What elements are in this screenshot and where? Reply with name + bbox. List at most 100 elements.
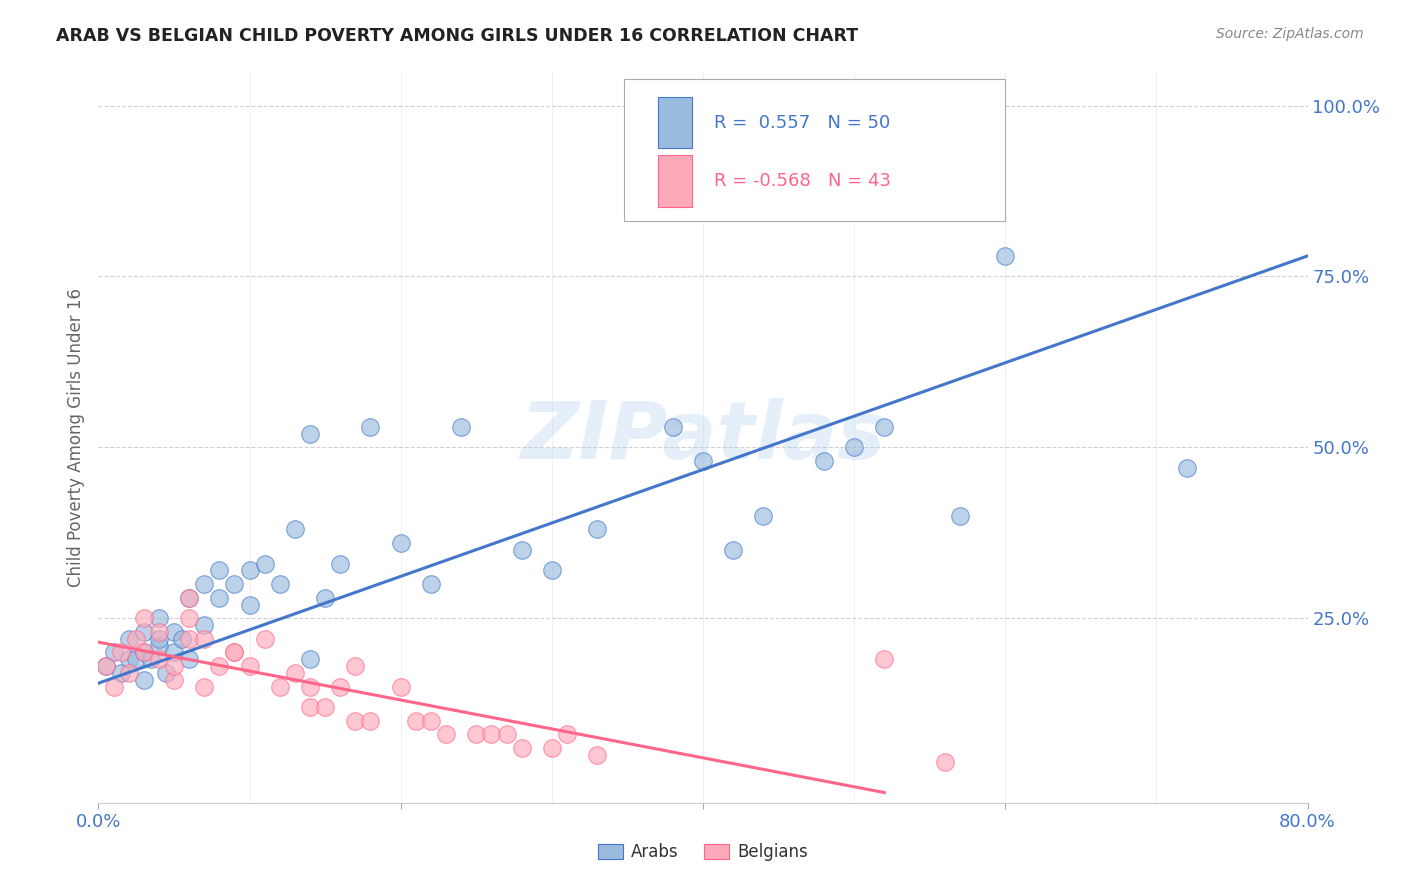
Point xyxy=(269,577,291,591)
Point xyxy=(118,665,141,680)
Point xyxy=(208,591,231,605)
Point xyxy=(253,632,276,646)
Point xyxy=(586,522,609,536)
Legend: Arabs, Belgians: Arabs, Belgians xyxy=(592,837,814,868)
Point xyxy=(103,645,125,659)
Point xyxy=(94,659,117,673)
Point xyxy=(118,632,141,646)
Point xyxy=(389,680,412,694)
Point xyxy=(132,611,155,625)
Point xyxy=(873,420,896,434)
Point xyxy=(132,624,155,639)
Point xyxy=(253,557,276,571)
Point xyxy=(224,577,246,591)
Point xyxy=(239,563,262,577)
Point xyxy=(344,659,367,673)
Point xyxy=(344,714,367,728)
Point xyxy=(360,420,382,434)
Text: Source: ZipAtlas.com: Source: ZipAtlas.com xyxy=(1216,27,1364,41)
Point xyxy=(299,426,322,441)
Point xyxy=(994,249,1017,263)
Point xyxy=(299,680,322,694)
Text: R =  0.557   N = 50: R = 0.557 N = 50 xyxy=(714,113,890,131)
Point xyxy=(148,632,170,646)
Point xyxy=(360,714,382,728)
Point xyxy=(179,632,201,646)
Point xyxy=(510,542,533,557)
Point xyxy=(132,673,155,687)
Y-axis label: Child Poverty Among Girls Under 16: Child Poverty Among Girls Under 16 xyxy=(66,287,84,587)
Point xyxy=(752,508,775,523)
Point xyxy=(208,659,231,673)
Point xyxy=(179,611,201,625)
Point xyxy=(314,591,336,605)
Point xyxy=(405,714,427,728)
Point xyxy=(148,611,170,625)
Point xyxy=(118,652,141,666)
Point xyxy=(329,557,352,571)
Text: ZIPatlas: ZIPatlas xyxy=(520,398,886,476)
Point xyxy=(239,598,262,612)
Point xyxy=(934,755,956,769)
Point xyxy=(723,542,745,557)
Text: R = -0.568   N = 43: R = -0.568 N = 43 xyxy=(714,172,891,190)
Point xyxy=(163,659,186,673)
Point xyxy=(224,645,246,659)
Point xyxy=(284,522,307,536)
Point xyxy=(170,632,193,646)
Text: ARAB VS BELGIAN CHILD POVERTY AMONG GIRLS UNDER 16 CORRELATION CHART: ARAB VS BELGIAN CHILD POVERTY AMONG GIRL… xyxy=(56,27,859,45)
Point xyxy=(450,420,472,434)
Point xyxy=(179,591,201,605)
Point xyxy=(125,632,148,646)
Point xyxy=(163,624,186,639)
Point xyxy=(813,454,835,468)
Point xyxy=(389,536,412,550)
Point xyxy=(844,440,866,454)
Point xyxy=(179,652,201,666)
Bar xyxy=(658,97,692,148)
Point xyxy=(692,454,714,468)
Point xyxy=(193,618,215,632)
Point xyxy=(148,639,170,653)
Point xyxy=(94,659,117,673)
Point xyxy=(163,673,186,687)
Point xyxy=(540,563,562,577)
Point xyxy=(103,680,125,694)
Point xyxy=(586,747,609,762)
Point xyxy=(949,508,972,523)
Point xyxy=(540,741,562,756)
Point xyxy=(269,680,291,694)
FancyBboxPatch shape xyxy=(624,78,1005,221)
Point xyxy=(125,652,148,666)
Point xyxy=(179,591,201,605)
Point xyxy=(299,700,322,714)
Point xyxy=(163,645,186,659)
Point xyxy=(481,727,503,741)
Point xyxy=(434,727,457,741)
Point xyxy=(155,665,177,680)
Point xyxy=(110,645,132,659)
Point xyxy=(224,645,246,659)
Point xyxy=(132,645,155,659)
Point xyxy=(495,727,517,741)
Point xyxy=(141,652,163,666)
Point xyxy=(148,624,170,639)
Point xyxy=(193,577,215,591)
Point xyxy=(314,700,336,714)
Point xyxy=(420,577,443,591)
Point xyxy=(510,741,533,756)
Point xyxy=(299,652,322,666)
Bar xyxy=(658,155,692,207)
Point xyxy=(329,680,352,694)
Point xyxy=(208,563,231,577)
Point xyxy=(193,680,215,694)
Point xyxy=(148,652,170,666)
Point xyxy=(555,727,578,741)
Point xyxy=(873,652,896,666)
Point xyxy=(193,632,215,646)
Point xyxy=(239,659,262,673)
Point xyxy=(661,420,683,434)
Point xyxy=(1175,460,1198,475)
Point xyxy=(420,714,443,728)
Point xyxy=(132,645,155,659)
